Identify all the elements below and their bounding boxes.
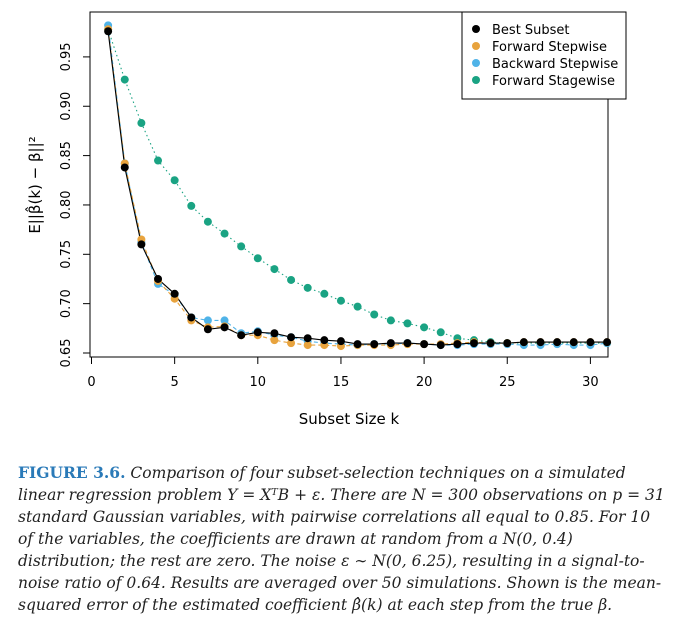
forward-stagewise-point [287,275,296,284]
best-subset-point [137,240,146,249]
figure-caption: FIGURE 3.6. Comparison of four subset-se… [18,462,666,616]
y-axis-label: E||β̂(k) − β||² [24,136,44,233]
plot-frame [89,11,609,358]
best-subset-point [469,339,478,348]
figure-caption-text: Comparison of four subset-selection tech… [18,464,665,614]
forward-stagewise-point [403,319,412,328]
forward-stagewise-point [237,242,246,251]
series-points [104,21,612,351]
best-subset-point [154,274,163,283]
forward-stagewise-point [270,265,279,274]
best-subset-point [303,334,312,343]
legend-marker-best-subset [472,25,480,33]
y-tick-label: 0.80 [59,190,74,219]
best-subset-point [536,338,545,347]
legend-marker-forward-stagewise [472,76,480,84]
forward-stagewise-point [253,254,262,263]
best-subset-point [503,339,512,348]
axes: 0 5 10 15 20 25 30 0.65 0.70 0.75 0.80 0.85 0.90 0.95 [59,42,599,390]
y-tick-label: 0.95 [59,42,74,71]
y-tick-label: 0.75 [59,240,74,269]
best-subset-point [120,163,129,172]
best-subset-point [237,331,246,340]
legend-box [461,11,627,100]
forward-stagewise-point [203,217,212,226]
y-tick-label: 0.85 [59,141,74,170]
best-subset-point [436,341,445,350]
legend-label-backward-stepwise: Backward Stepwise [492,57,618,72]
best-subset-point [553,338,562,347]
legend-label-forward-stagewise: Forward Stagewise [492,74,615,89]
best-subset-point [569,338,578,347]
x-tick-label: 30 [582,375,599,390]
legend-label-forward-stepwise: Forward Stepwise [492,40,607,55]
best-subset-point [336,337,345,346]
x-tick-label: 10 [250,375,267,390]
best-subset-point [420,340,429,349]
forward-stagewise-point [137,119,146,128]
x-axis-label: Subset Size k [299,410,400,428]
backward-stepwise-point [220,316,229,325]
forward-stagewise-point [120,75,129,84]
forward-stagewise-point [436,328,445,337]
forward-stepwise-point [287,339,296,348]
x-tick-label: 20 [416,375,433,390]
chart: 0 5 10 15 20 25 30 0.65 0.70 0.75 0.80 0.85 0.90 0.95… [24,11,627,428]
best-subset-point [220,323,229,332]
best-subset-point [187,313,196,322]
forward-stagewise-point [303,283,312,292]
legend-label-best-subset: Best Subset [492,23,570,38]
forward-stepwise-point [303,341,312,350]
legend-marker-backward-stepwise [472,59,480,67]
y-tick-label: 0.70 [59,289,74,318]
x-tick-label: 15 [333,375,350,390]
x-tick-label: 25 [499,375,516,390]
best-subset-point [603,338,612,347]
forward-stagewise-point [170,176,179,185]
best-subset-point [203,325,212,334]
best-subset-point [270,329,279,338]
best-subset-point [253,328,262,337]
forward-stagewise-point [370,310,379,319]
y-tick-label: 0.65 [59,339,74,368]
best-subset-point [287,333,296,342]
backward-stepwise-point [203,316,212,325]
forward-stagewise-point [336,296,345,305]
best-subset-point [486,339,495,348]
best-subset-point [453,340,462,349]
legend: Best Subset Forward Stepwise Backward Step… [461,11,627,100]
best-subset-point [353,340,362,349]
best-subset-point [386,339,395,348]
best-subset-point [320,336,329,345]
best-subset-point [370,340,379,349]
x-tick-label: 0 [87,375,95,390]
forward-stepwise-point [270,336,279,345]
forward-stagewise-point [220,229,229,238]
x-tick-label: 5 [171,375,179,390]
y-tick-label: 0.90 [59,92,74,121]
forward-stagewise-point [187,201,196,210]
forward-stagewise-point [420,323,429,332]
best-subset-point [104,27,113,36]
best-subset-point [403,339,412,348]
forward-stagewise-point [154,156,163,165]
best-subset-point [519,338,528,347]
forward-stagewise-point [320,289,329,298]
forward-stagewise-point [353,302,362,311]
legend-marker-forward-stepwise [472,42,480,50]
forward-stagewise-point [386,316,395,325]
best-subset-point [586,338,595,347]
figure-label: FIGURE 3.6. [18,463,126,482]
best-subset-point [170,289,179,298]
